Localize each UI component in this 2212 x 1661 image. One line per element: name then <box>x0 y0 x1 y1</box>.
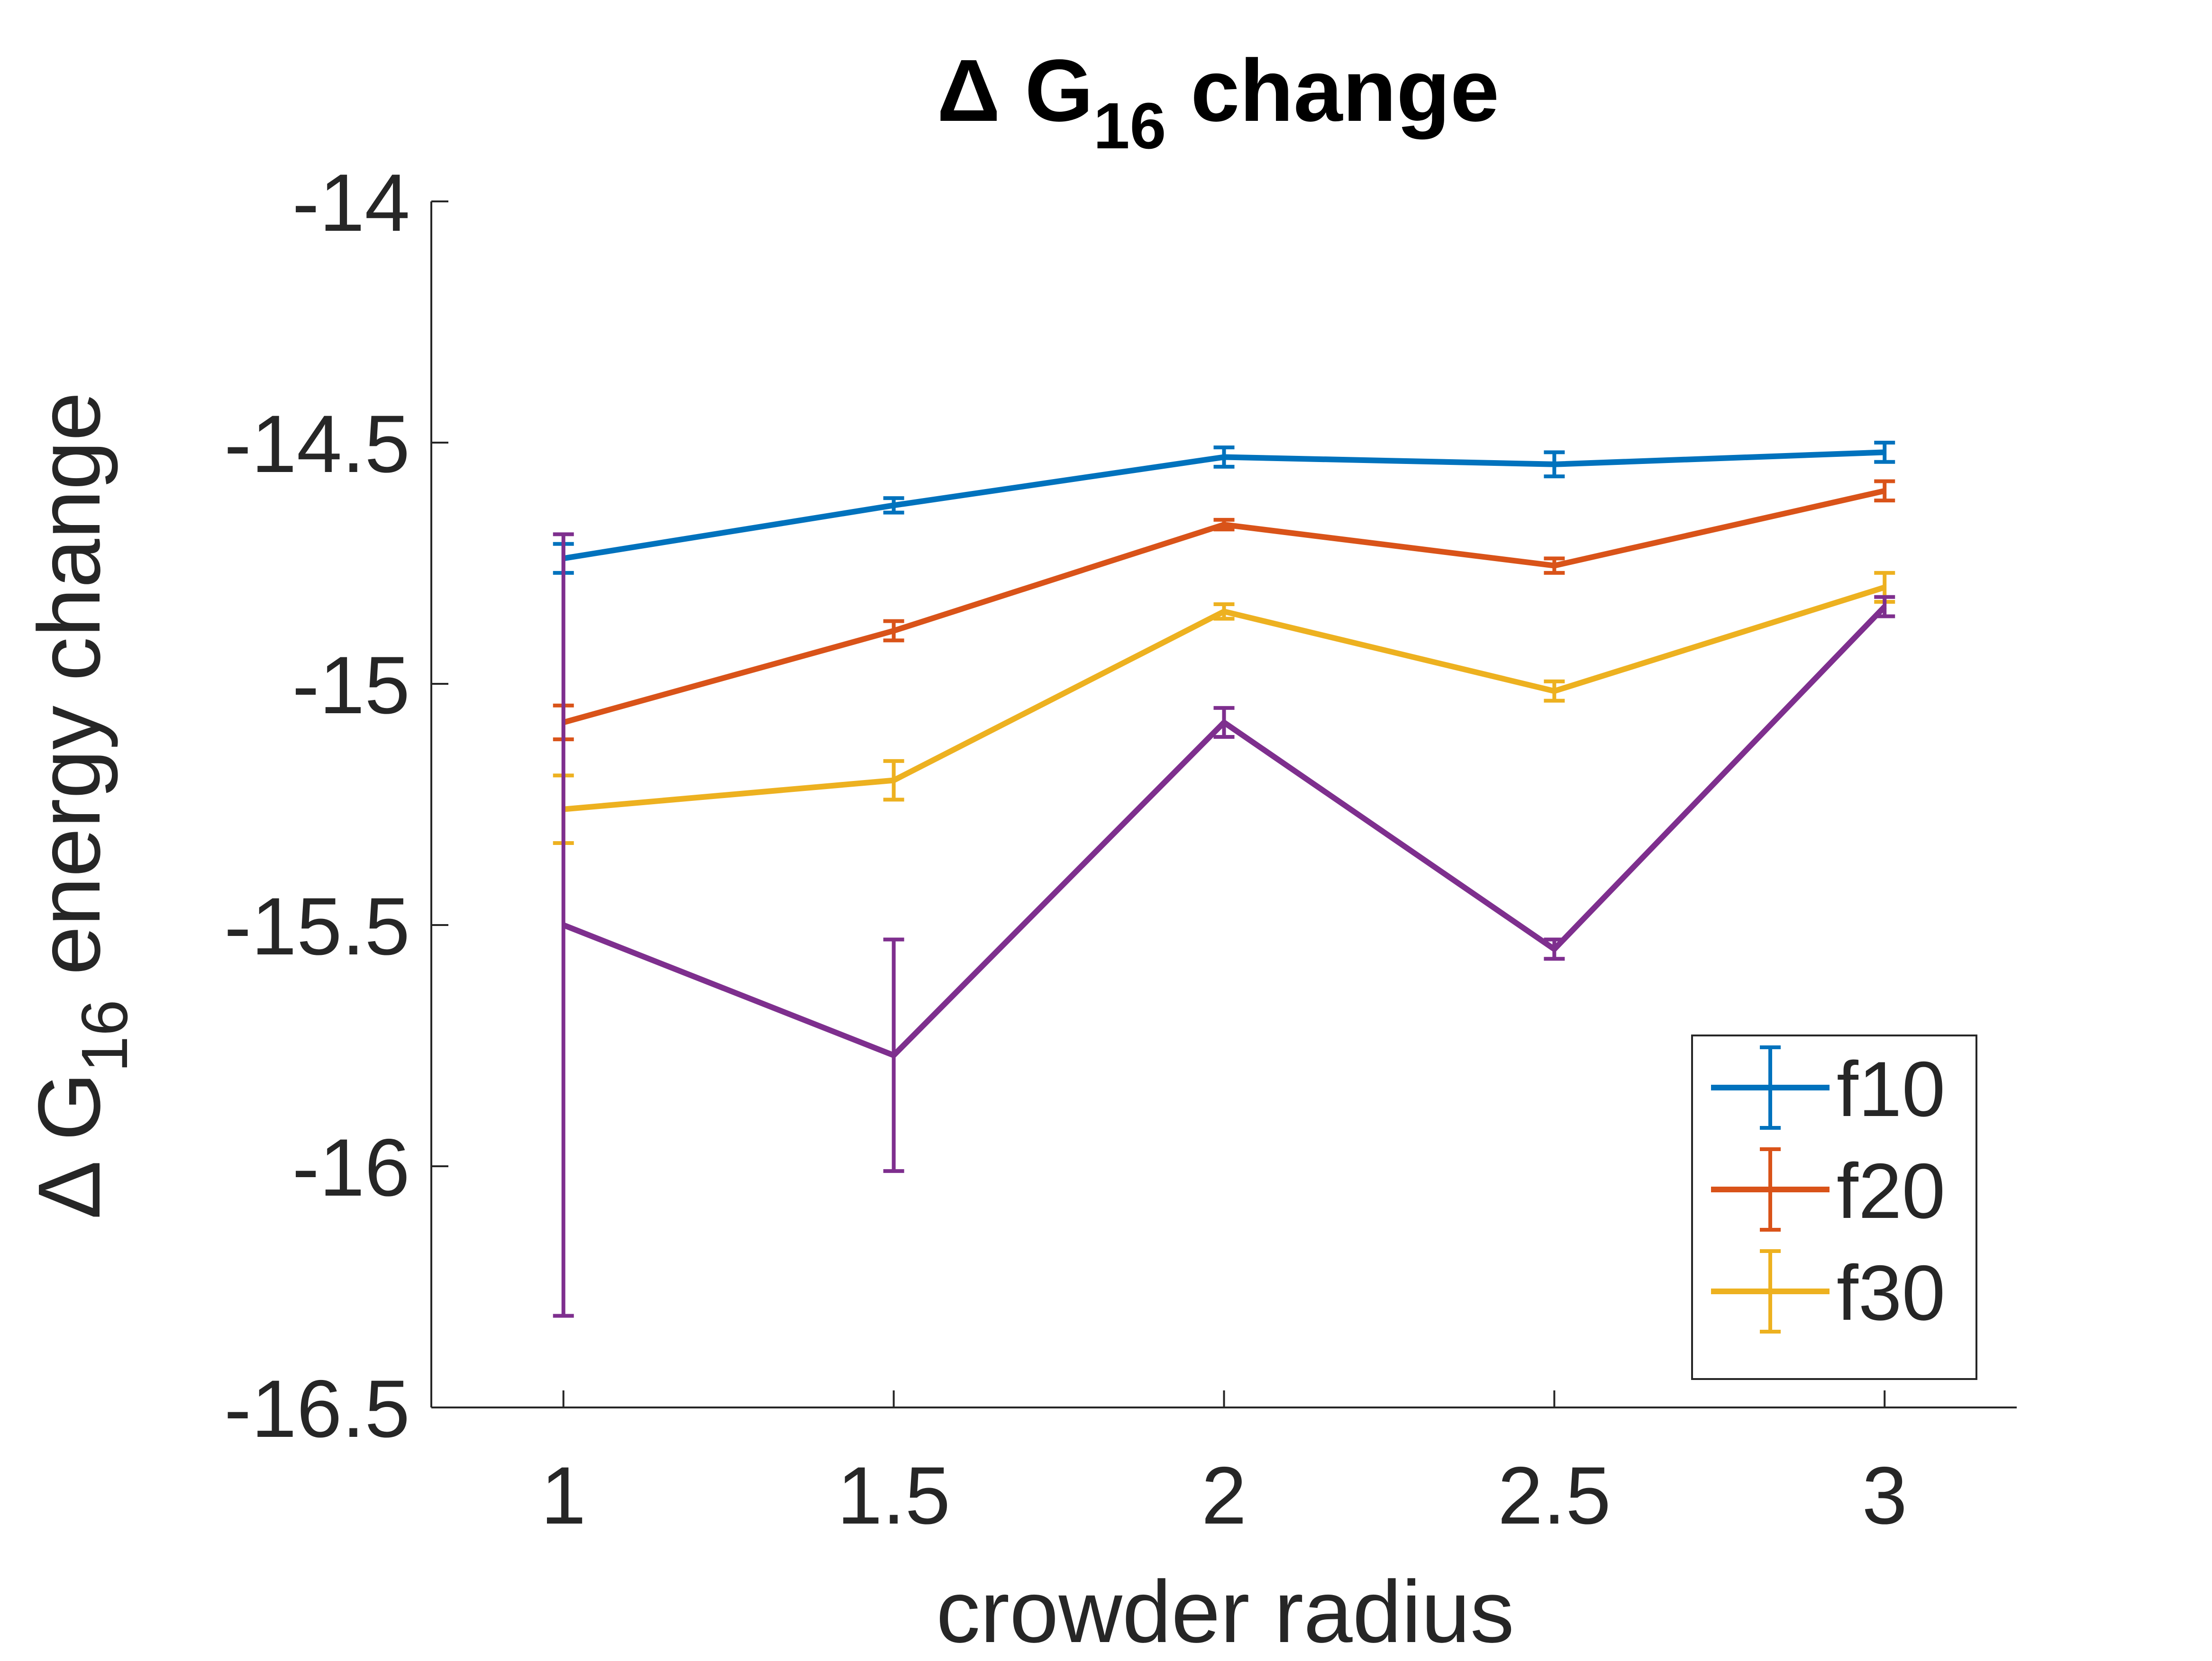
y-tick-label: -15 <box>292 640 410 731</box>
chart-title-suffix: change <box>1166 42 1499 140</box>
x-tick-label: 2.5 <box>1498 1450 1611 1541</box>
legend-label: f30 <box>1837 1249 1945 1336</box>
x-tick-label: 1 <box>541 1450 586 1541</box>
y-axis-label-prefix: Δ G <box>20 1072 118 1219</box>
y-tick-label: -16 <box>292 1122 410 1213</box>
y-tick-label: -14.5 <box>224 399 410 490</box>
x-tick-label: 3 <box>1862 1450 1907 1541</box>
y-tick-label: -16.5 <box>224 1363 410 1454</box>
x-tick-label: 2 <box>1202 1450 1247 1541</box>
chart-title-subscript: 16 <box>1093 90 1166 163</box>
legend-label: f10 <box>1837 1045 1945 1133</box>
y-axis-label-subscript: 16 <box>68 999 141 1072</box>
y-tick-label: -15.5 <box>224 881 410 972</box>
legend-label: f20 <box>1837 1147 1945 1234</box>
y-axis-label-suffix: energy change <box>20 392 118 999</box>
x-tick-label: 1.5 <box>837 1450 950 1541</box>
x-axis-label: crowder radius <box>936 1563 1514 1659</box>
y-tick-label: -14 <box>292 157 410 248</box>
chart-title-prefix: Δ G <box>937 42 1093 140</box>
